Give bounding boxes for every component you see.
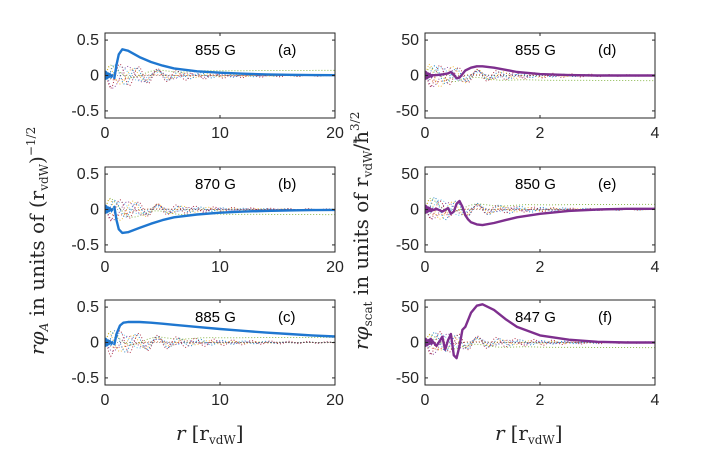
y-tick-label-d-1: 0 [410, 68, 419, 85]
plot-area-f [425, 303, 655, 360]
component-curve-d-4 [425, 63, 655, 88]
plot-area-b [105, 197, 335, 235]
y-axis-label-left: rφA in units of (rvdW)−1/2 [24, 127, 51, 355]
x-axis-label-left: r [rvdW] [176, 421, 244, 447]
x-tick-label-f-2: 4 [651, 392, 660, 409]
plot-area-a [105, 48, 335, 90]
series-line-e-main [425, 199, 655, 227]
component-curve-f-1 [425, 333, 655, 350]
x-tick-label-b-0: 0 [101, 259, 110, 276]
origin-oscillation-a [105, 70, 114, 80]
x-axis-label-right: r [rvdW] [495, 421, 563, 447]
component-curve-a-5 [105, 63, 335, 86]
y-tick-label-c-1: 0 [90, 335, 99, 352]
panel-label-e: (e) [598, 176, 616, 193]
x-tick-label-e-2: 4 [651, 259, 660, 276]
x-tick-label-d-1: 2 [536, 125, 545, 142]
x-tick-label-a-2: 20 [326, 125, 344, 142]
component-curve-d-6 [425, 64, 655, 89]
series-line-b-main [113, 205, 335, 235]
series-line-a-main [113, 48, 335, 80]
y-tick-label-e-0: 50 [401, 166, 419, 183]
x-tick-label-b-1: 10 [211, 259, 229, 276]
y-tick-label-c-2: -0.5 [71, 370, 99, 387]
field-label-d: 855 G [515, 42, 556, 59]
field-label-a: 855 G [195, 42, 236, 59]
x-tick-label-f-0: 0 [421, 392, 430, 409]
y-tick-label-f-1: 0 [410, 335, 419, 352]
y-tick-label-b-2: -0.5 [71, 237, 99, 254]
x-tick-label-c-0: 0 [101, 392, 110, 409]
y-tick-label-e-2: -50 [396, 237, 419, 254]
plot-area-c [105, 320, 335, 358]
y-tick-label-d-2: -50 [396, 103, 419, 120]
y-tick-label-a-2: -0.5 [71, 103, 99, 120]
component-curve-b-5 [105, 199, 335, 218]
x-tick-label-a-0: 0 [101, 125, 110, 142]
component-curve-a-3 [105, 65, 335, 89]
x-tick-label-d-2: 4 [651, 125, 660, 142]
x-tick-label-e-0: 0 [421, 259, 430, 276]
component-curve-e-3 [425, 202, 655, 220]
plot-area-e [425, 196, 655, 227]
component-curve-a-1 [105, 64, 335, 79]
x-tick-label-c-2: 20 [326, 392, 344, 409]
y-tick-label-f-0: 50 [401, 299, 419, 316]
field-label-c: 885 G [195, 309, 236, 326]
y-tick-label-a-1: 0 [90, 68, 99, 85]
component-curve-f-6 [425, 330, 655, 356]
component-curve-d-1 [425, 67, 655, 83]
x-tick-label-a-1: 10 [211, 125, 229, 142]
component-curve-c-1 [105, 331, 335, 346]
series-line-c-main [113, 320, 335, 346]
component-curve-b-1 [105, 197, 335, 218]
series-line-d-main [425, 65, 655, 80]
field-label-f: 847 G [515, 309, 556, 326]
plot-area-d [425, 63, 655, 89]
y-tick-label-a-0: 0.5 [77, 32, 99, 49]
series-line-f-main [425, 303, 655, 360]
panel-label-f: (f) [598, 309, 612, 326]
x-tick-label-d-0: 0 [421, 125, 430, 142]
field-label-e: 850 G [515, 176, 556, 193]
origin-oscillation-b [105, 204, 114, 214]
x-tick-label-c-1: 10 [211, 392, 229, 409]
x-tick-label-f-1: 2 [536, 392, 545, 409]
component-curve-f-5 [425, 331, 655, 352]
origin-oscillation-c [105, 337, 114, 347]
component-curve-f-4 [425, 333, 655, 352]
y-axis-label-right: rφscat in units of rvdW/ħ3/2 [348, 112, 375, 350]
component-curve-c-5 [105, 330, 335, 353]
y-tick-label-f-2: -50 [396, 370, 419, 387]
y-tick-label-b-0: 0.5 [77, 166, 99, 183]
y-tick-label-b-1: 0 [90, 202, 99, 219]
panel-label-b: (b) [278, 176, 296, 193]
panel-label-d: (d) [598, 42, 616, 59]
y-tick-label-d-0: 50 [401, 32, 419, 49]
x-tick-label-b-2: 20 [326, 259, 344, 276]
y-tick-label-c-0: 0.5 [77, 299, 99, 316]
panel-label-c: (c) [278, 309, 296, 326]
y-tick-label-e-1: 0 [410, 202, 419, 219]
component-curve-a-6 [105, 63, 335, 90]
panel-label-a: (a) [278, 42, 296, 59]
field-label-b: 870 G [195, 176, 236, 193]
component-curve-e-5 [425, 196, 655, 221]
x-tick-label-e-1: 2 [536, 259, 545, 276]
